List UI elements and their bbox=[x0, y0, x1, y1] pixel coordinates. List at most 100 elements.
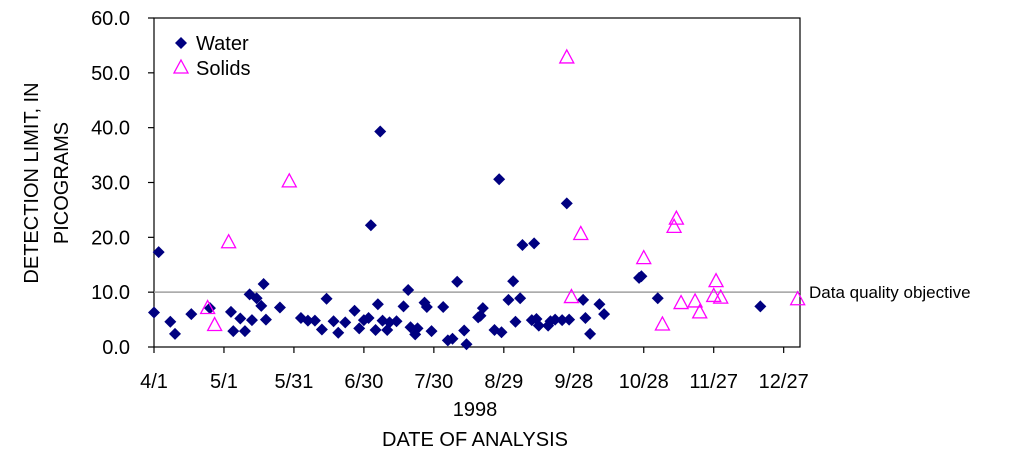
water-point bbox=[651, 292, 664, 305]
water-point bbox=[579, 311, 592, 324]
legend-solids-marker bbox=[172, 58, 190, 74]
x-tick-label: 12/27 bbox=[759, 371, 809, 393]
solids-point bbox=[665, 217, 683, 234]
y-tick-label: 10.0 bbox=[91, 282, 130, 304]
water-point bbox=[168, 327, 181, 340]
water-point bbox=[397, 300, 410, 313]
water-point bbox=[598, 308, 611, 321]
water-point bbox=[273, 301, 286, 314]
water-point bbox=[560, 197, 573, 210]
solids-point bbox=[712, 288, 729, 304]
water-point bbox=[584, 327, 597, 340]
solids-point bbox=[691, 303, 708, 319]
solids-point bbox=[220, 233, 237, 249]
solids-point bbox=[281, 172, 298, 188]
solids-point bbox=[558, 48, 575, 64]
solids-point bbox=[672, 294, 690, 310]
water-point bbox=[502, 293, 515, 306]
solids-point bbox=[668, 209, 685, 225]
legend-solids-label: Solids bbox=[196, 58, 250, 80]
solids-point bbox=[789, 290, 806, 306]
y-tick-label: 30.0 bbox=[91, 173, 130, 195]
water-point bbox=[332, 326, 345, 339]
water-point bbox=[315, 323, 328, 336]
water-point bbox=[224, 305, 237, 318]
water-point bbox=[402, 283, 415, 296]
y-tick-label: 20.0 bbox=[91, 227, 130, 249]
water-point bbox=[245, 314, 258, 327]
water-point bbox=[532, 319, 545, 332]
water-point bbox=[259, 313, 272, 326]
water-point bbox=[458, 324, 471, 337]
water-point bbox=[563, 313, 576, 326]
water-point bbox=[238, 325, 251, 338]
water-point bbox=[516, 239, 529, 252]
water-point bbox=[476, 302, 489, 315]
water-point bbox=[460, 338, 473, 351]
water-point bbox=[514, 292, 527, 305]
water-point bbox=[437, 300, 450, 313]
water-point bbox=[164, 315, 177, 328]
water-point bbox=[308, 314, 321, 327]
legend: Water Solids bbox=[172, 33, 250, 80]
water-point bbox=[446, 332, 459, 345]
water-point bbox=[556, 314, 569, 327]
water-point bbox=[420, 300, 433, 313]
water-point bbox=[593, 298, 606, 311]
water-point bbox=[250, 292, 263, 305]
water-point bbox=[327, 315, 340, 328]
y-axis-title-line1: DETECTION LIMIT, IN bbox=[21, 82, 43, 283]
water-point bbox=[234, 312, 247, 325]
y-tick-label: 50.0 bbox=[91, 63, 130, 85]
water-point bbox=[411, 322, 424, 335]
water-point bbox=[371, 298, 384, 311]
water-point bbox=[425, 325, 438, 338]
water-point bbox=[374, 125, 387, 138]
water-point bbox=[549, 313, 562, 326]
x-tick-label: 6/30 bbox=[344, 371, 383, 393]
x-tick-label: 9/28 bbox=[554, 371, 593, 393]
legend-water-label: Water bbox=[196, 33, 249, 55]
solids-point bbox=[705, 287, 722, 303]
water-point bbox=[528, 237, 541, 250]
water-point bbox=[507, 275, 520, 288]
y-tick-label: 60.0 bbox=[91, 8, 130, 30]
water-point bbox=[339, 316, 352, 329]
solids-point bbox=[572, 225, 589, 241]
water-point bbox=[353, 322, 366, 335]
y-axis-title-line2: PICOGRAMS bbox=[51, 122, 73, 244]
water-point bbox=[185, 308, 198, 321]
x-tick-label: 11/27 bbox=[689, 371, 738, 393]
water-point bbox=[301, 314, 314, 327]
water-point bbox=[362, 311, 375, 324]
x-tick-label: 10/28 bbox=[619, 371, 669, 393]
water-point bbox=[754, 300, 767, 313]
y-tick-label: 40.0 bbox=[91, 118, 130, 140]
water-point bbox=[364, 219, 377, 232]
solids-point bbox=[199, 299, 216, 315]
water-point bbox=[451, 275, 464, 288]
water-point bbox=[577, 293, 590, 306]
water-point bbox=[495, 326, 508, 339]
x-tick-label: 8/29 bbox=[484, 371, 523, 393]
water-point bbox=[152, 246, 165, 259]
water-point bbox=[257, 277, 270, 290]
solids-point bbox=[635, 249, 652, 265]
water-point bbox=[493, 173, 506, 186]
water-point bbox=[148, 306, 160, 319]
solids-point bbox=[563, 288, 580, 304]
water-point bbox=[369, 324, 382, 337]
x-tick-label: 5/1 bbox=[210, 371, 238, 393]
reference-line-label: Data quality objective bbox=[809, 283, 971, 302]
water-point bbox=[320, 292, 333, 305]
solids-point bbox=[206, 316, 223, 332]
x-tick-label: 7/30 bbox=[414, 371, 453, 393]
x-tick-label: 5/31 bbox=[274, 371, 313, 393]
x-tick-label: 4/1 bbox=[140, 371, 168, 393]
water-point bbox=[227, 325, 240, 338]
x-axis-title: DATE OF ANALYSIS bbox=[382, 429, 568, 451]
x-axis-year-label: 1998 bbox=[453, 399, 498, 421]
water-point bbox=[348, 304, 361, 317]
